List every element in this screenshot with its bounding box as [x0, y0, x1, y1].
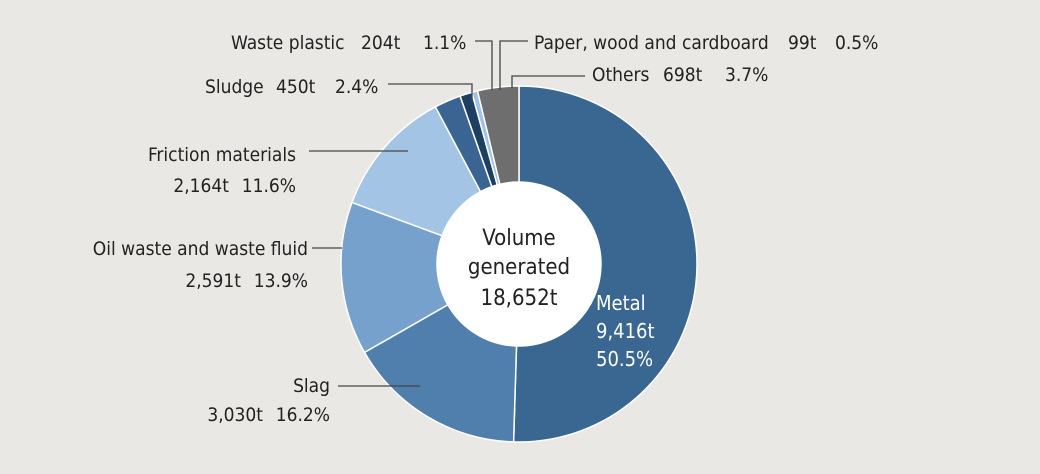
- slice-label-friction-percent: 11.6%: [242, 175, 296, 197]
- slice-label-oil-percent: 13.9%: [254, 270, 308, 292]
- leader-lines: [309, 40, 585, 387]
- slice-label-plastic-value: 204t: [361, 32, 401, 54]
- slice-label-slag-percent: 16.2%: [276, 404, 330, 426]
- slice-label-paper-name: Paper, wood and cardboard: [534, 32, 769, 54]
- slice-label-metal-name: Metal: [596, 291, 646, 315]
- slice-label-others-value: 698t: [663, 64, 703, 86]
- slice-label-metal-percent: 50.5%: [596, 347, 653, 371]
- leader-sludge: [388, 83, 473, 102]
- donut-hole: [437, 182, 601, 346]
- slice-label-plastic-name: Waste plastic: [231, 32, 345, 54]
- leader-paper: [499, 40, 528, 90]
- slice-label-others-percent: 3.7%: [725, 64, 768, 86]
- leader-others: [511, 75, 585, 88]
- center-label-line2: generated: [468, 255, 570, 280]
- slice-label-oil-value: 2,591t: [185, 270, 241, 292]
- leader-plastic: [475, 40, 493, 90]
- slice-label-sludge-name: Sludge: [205, 76, 264, 98]
- donut-slices: [340, 85, 698, 443]
- slice-label-slag-value: 3,030t: [207, 404, 263, 426]
- center-label-line1: Volume: [482, 226, 555, 251]
- slice-label-slag-name: Slag: [293, 375, 330, 397]
- slice-label-sludge-percent: 2.4%: [335, 76, 378, 98]
- slice-label-friction-name: Friction materials: [148, 144, 296, 166]
- slice-label-oil-name: Oil waste and waste fluid: [93, 238, 308, 260]
- slice-label-friction-value: 2,164t: [173, 175, 229, 197]
- slice-label-plastic-percent: 1.1%: [423, 32, 466, 54]
- slice-label-metal-value: 9,416t: [596, 319, 655, 343]
- center-total-value: 18,652t: [481, 286, 558, 311]
- slice-label-sludge-value: 450t: [276, 76, 316, 98]
- slice-label-paper-percent: 0.5%: [835, 32, 878, 54]
- slice-label-others-name: Others: [592, 64, 650, 86]
- slice-label-paper-value: 99t: [788, 32, 817, 54]
